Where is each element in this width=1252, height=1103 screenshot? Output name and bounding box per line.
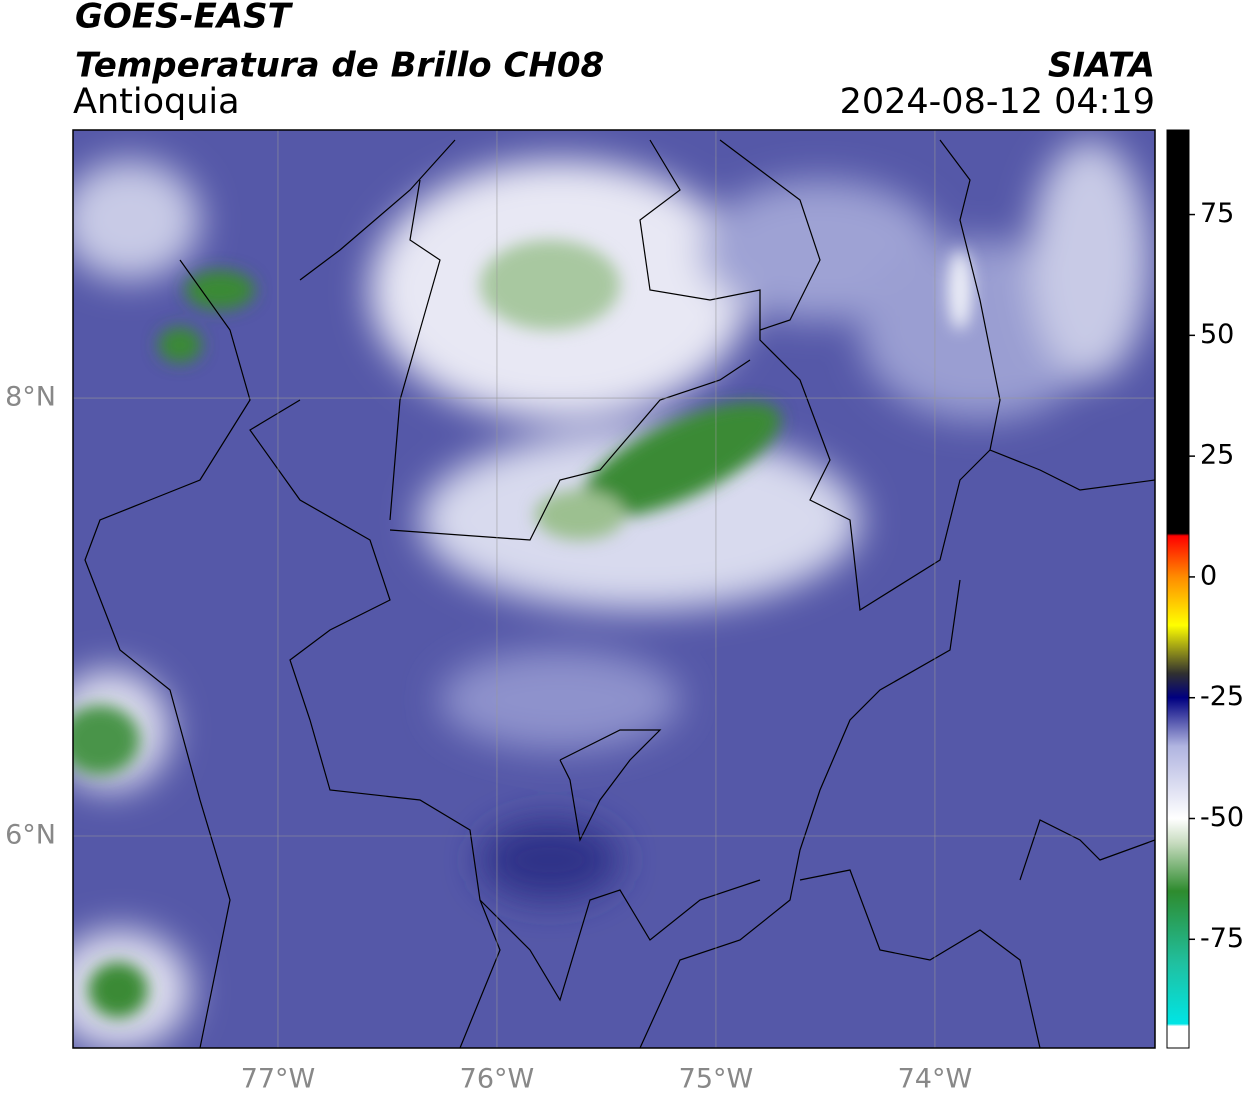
colorbar-tick-label: -75 [1200,923,1244,954]
subtitle: Temperatura de Brillo CH08 [75,46,604,86]
colorbar-tick-label: 50 [1200,319,1234,350]
colorbar-tick-label: -50 [1200,802,1244,833]
map-frame [72,129,1156,1049]
lon-tick-label: 74°W [898,1064,973,1095]
lon-tick-label: 77°W [241,1064,316,1095]
satellite-image [73,130,1155,1048]
colorbar-tick-label: 0 [1200,560,1217,591]
datetime: 2024-08-12 04:19 [840,82,1155,122]
lon-tick-label: 76°W [460,1064,535,1095]
region: Antioquia [73,82,240,122]
lat-tick-label: 8°N [5,382,56,413]
source: SIATA [1048,46,1155,86]
lon-tick-label: 75°W [679,1064,754,1095]
colorbar-tick-label: 25 [1200,440,1234,471]
colorbar-tick-label: 75 [1200,198,1234,229]
colorbar-tick-label: -25 [1200,681,1244,712]
lat-tick-label: 6°N [5,820,56,851]
title: GOES-EAST [75,0,294,37]
colorbar [1166,129,1190,1049]
